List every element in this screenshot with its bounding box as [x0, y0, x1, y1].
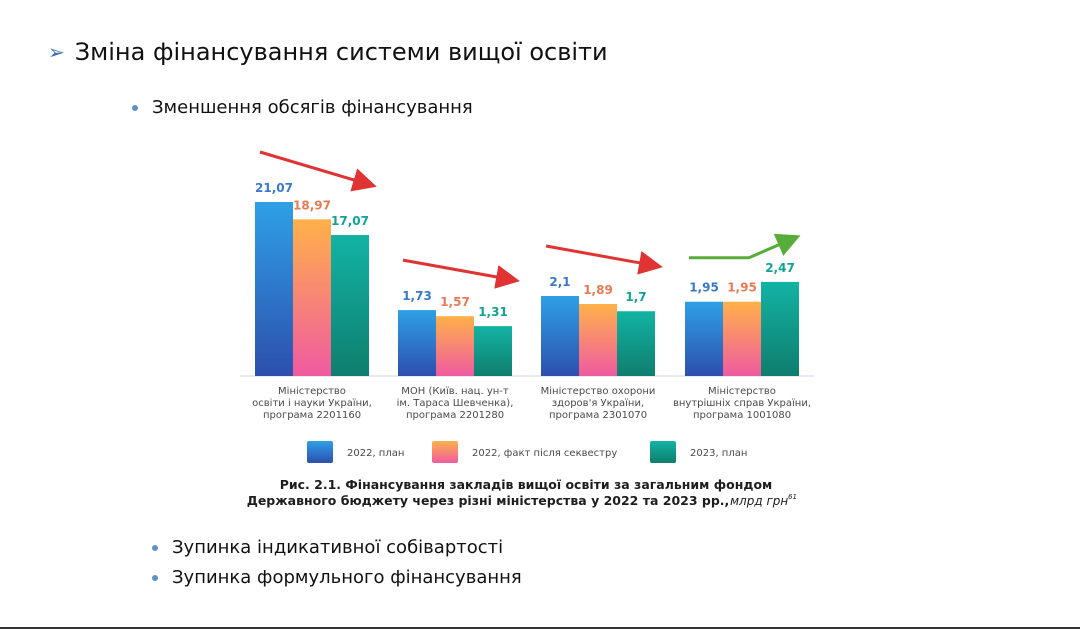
legend-swatch [307, 441, 333, 463]
chart-caption: Рис. 2.1. Фінансування закладів вищої ос… [247, 477, 797, 508]
data-label: 1,89 [583, 283, 613, 297]
category-label: Міністерство [708, 385, 776, 397]
data-label: 18,97 [293, 198, 331, 212]
legend-label: 2023, план [690, 448, 747, 459]
bullet-dot-icon [132, 104, 138, 111]
bullet-text: Зупинка індикативної собівартості [172, 537, 504, 558]
trend-down-arrow-icon [402, 258, 520, 289]
bar-1-series-3 [331, 235, 369, 376]
category-label: програма 2301070 [549, 410, 647, 421]
bar-2-series-3 [474, 326, 512, 376]
bullet-formula-funding: Зупинка формульного фінансування [152, 567, 522, 588]
legend-label: 2022, план [347, 448, 404, 459]
trend-down-arrow-icon [259, 150, 377, 192]
bar-3-series-1 [541, 296, 579, 376]
bar-1-series-1 [255, 202, 293, 376]
bullet-reduced-funding: Зменшення обсягів фінансування [132, 97, 473, 118]
bottom-divider [0, 627, 1080, 629]
caption-line-2: Державного бюджету через різні міністерс… [247, 493, 730, 508]
data-label: 1,31 [478, 305, 508, 319]
category-label: МОН (Київ. нац. ун-т [401, 386, 509, 397]
data-label: 1,95 [689, 281, 719, 295]
slide-title-text: Зміна фінансування системи вищої освіти [74, 38, 608, 66]
data-label: 21,07 [255, 181, 293, 195]
category-label: освіти і науки України, [252, 397, 372, 409]
legend-swatch [432, 441, 458, 463]
legend-label: 2022, факт після секвестру [472, 447, 617, 459]
category-label: Міністерство охорони [541, 385, 656, 397]
data-label: 1,73 [402, 289, 432, 303]
data-label: 1,7 [625, 290, 646, 304]
data-label: 2,1 [549, 275, 570, 289]
caption-footnote: 61 [788, 493, 797, 501]
data-label: 2,47 [765, 261, 795, 275]
category-label: здоров'я України, [552, 398, 644, 409]
caption-unit: млрд грн [730, 494, 788, 508]
bullet-text: Зменшення обсягів фінансування [152, 97, 473, 118]
bullet-indicative-cost: Зупинка індикативної собівартості [152, 537, 503, 558]
bar-1-series-2 [293, 219, 331, 376]
data-label: 1,95 [727, 281, 757, 295]
bar-4-series-1 [685, 301, 723, 376]
arrow-bullet-icon: ➢ [48, 40, 65, 64]
bullet-text: Зупинка формульного фінансування [172, 567, 522, 588]
category-label: програма 2201280 [406, 410, 504, 421]
bar-3-series-2 [579, 304, 617, 376]
bar-2-series-2 [436, 316, 474, 376]
category-label: програма 2201160 [263, 410, 361, 421]
caption-line-1: Рис. 2.1. Фінансування закладів вищої ос… [280, 477, 773, 492]
data-label: 17,07 [331, 214, 369, 228]
bullet-dot-icon [152, 544, 158, 551]
category-label: внутрішніх справ України, [673, 397, 811, 409]
bar-4-series-3 [761, 281, 799, 376]
bar-4-series-2 [723, 301, 761, 376]
category-label: Міністерство [278, 385, 346, 397]
bar-2-series-1 [398, 310, 436, 376]
legend-swatch [650, 441, 676, 463]
category-label: ім. Тараса Шевченка), [397, 397, 514, 409]
category-label: програма 1001080 [693, 410, 791, 421]
trend-up-arrow-icon [689, 233, 801, 260]
trend-down-arrow-icon [545, 244, 663, 275]
data-label: 1,57 [440, 295, 470, 309]
slide-title: ➢ Зміна фінансування системи вищої освіт… [48, 38, 608, 66]
bullet-dot-icon [152, 574, 158, 581]
bar-3-series-3 [617, 311, 655, 376]
